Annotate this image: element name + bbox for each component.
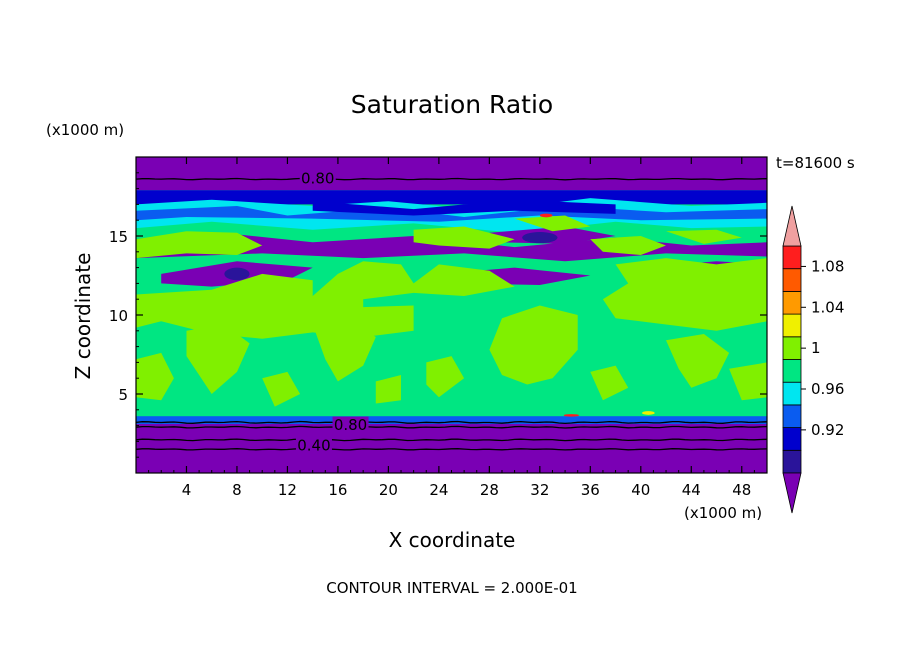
contour-label: 0.40 bbox=[297, 437, 330, 455]
colorbar-label: 1.04 bbox=[811, 298, 844, 316]
yellow-fleck bbox=[642, 411, 655, 415]
green-region bbox=[590, 365, 629, 401]
colorbar-label: 0.96 bbox=[811, 380, 844, 398]
green-region bbox=[489, 305, 578, 385]
saturation-field bbox=[136, 157, 767, 473]
green-region bbox=[312, 261, 515, 300]
contour-line bbox=[136, 177, 767, 181]
x-tick-label: 28 bbox=[480, 481, 499, 499]
contour-label: 0.80 bbox=[301, 170, 334, 188]
y-axis-label: Z coordinate bbox=[71, 253, 95, 380]
y-tick-label: 15 bbox=[109, 228, 128, 246]
chart-title: Saturation Ratio bbox=[351, 90, 553, 119]
x-tick-label: 40 bbox=[631, 481, 650, 499]
colorbar-box bbox=[782, 427, 802, 451]
contour-line bbox=[136, 438, 767, 442]
colorbar-label: 1.08 bbox=[811, 257, 844, 275]
x-axis-label: X coordinate bbox=[389, 528, 516, 552]
red-fleck bbox=[563, 414, 579, 417]
x-tick-label: 16 bbox=[328, 481, 347, 499]
contour-line bbox=[136, 448, 767, 451]
time-label: t=81600 s bbox=[776, 154, 855, 172]
contour-label: 0.80 bbox=[334, 416, 367, 434]
green-region bbox=[136, 231, 263, 259]
colorbar-label: 0.92 bbox=[811, 421, 844, 439]
colorbar: 0.92 0.96 1 1.04 1.08 bbox=[782, 205, 844, 514]
x-tick-label: 44 bbox=[682, 481, 701, 499]
green-region bbox=[136, 352, 174, 401]
x-tick-label: 24 bbox=[429, 481, 448, 499]
x-tick-label: 8 bbox=[232, 481, 242, 499]
green-region bbox=[590, 236, 666, 255]
colorbar-box bbox=[782, 359, 802, 383]
navy-patch bbox=[224, 267, 250, 281]
contour-lines bbox=[136, 170, 767, 453]
y-tick-label: 10 bbox=[109, 307, 128, 325]
green-region bbox=[312, 318, 376, 382]
colorbar-min-triangle bbox=[782, 472, 802, 514]
y-unit-label: (x1000 m) bbox=[46, 121, 124, 139]
colorbar-box bbox=[782, 381, 802, 406]
colorbar-box bbox=[782, 336, 802, 360]
y-tick-label: 5 bbox=[118, 386, 128, 404]
colorbar-box bbox=[782, 268, 802, 292]
x-tick-label: 4 bbox=[182, 481, 192, 499]
green-region bbox=[375, 375, 401, 404]
green-region bbox=[413, 226, 515, 249]
field-band bbox=[136, 416, 767, 425]
contour-line bbox=[136, 425, 767, 429]
x-tick-label: 48 bbox=[732, 481, 751, 499]
colorbar-max-triangle bbox=[782, 205, 802, 247]
colorbar-box bbox=[782, 313, 802, 338]
colorbar-box bbox=[782, 404, 802, 428]
green-region bbox=[666, 229, 742, 244]
green-region bbox=[262, 371, 301, 407]
x-tick-label: 12 bbox=[278, 481, 297, 499]
contour-label-bg bbox=[332, 416, 369, 432]
red-fleck bbox=[539, 213, 553, 218]
x-tick-label: 36 bbox=[581, 481, 600, 499]
x-tick-label: 32 bbox=[530, 481, 549, 499]
green-region bbox=[426, 356, 465, 398]
contour-interval-footer: CONTOUR INTERVAL = 2.000E-01 bbox=[326, 579, 577, 597]
colorbar-label: 1 bbox=[811, 339, 821, 357]
x-unit-label: (x1000 m) bbox=[684, 504, 762, 522]
contour-label-bg bbox=[295, 437, 332, 453]
colorbar-box bbox=[782, 245, 802, 270]
green-region bbox=[602, 258, 767, 331]
green-region bbox=[186, 324, 250, 394]
blue-layer bbox=[312, 199, 616, 216]
y-axis: 5 10 15 bbox=[109, 172, 767, 458]
green-region bbox=[514, 215, 591, 232]
navy-patch bbox=[522, 232, 558, 244]
x-tick-label: 20 bbox=[379, 481, 398, 499]
contour-label-bg bbox=[299, 170, 336, 186]
contour-line bbox=[136, 420, 767, 425]
x-axis: 4 8 12 16 20 24 28 32 36 40 44 48 bbox=[148, 157, 755, 499]
field-band bbox=[136, 157, 767, 191]
green-region bbox=[666, 334, 730, 388]
colorbar-box bbox=[782, 290, 802, 315]
colorbar-box bbox=[782, 449, 802, 474]
green-region bbox=[729, 362, 767, 401]
